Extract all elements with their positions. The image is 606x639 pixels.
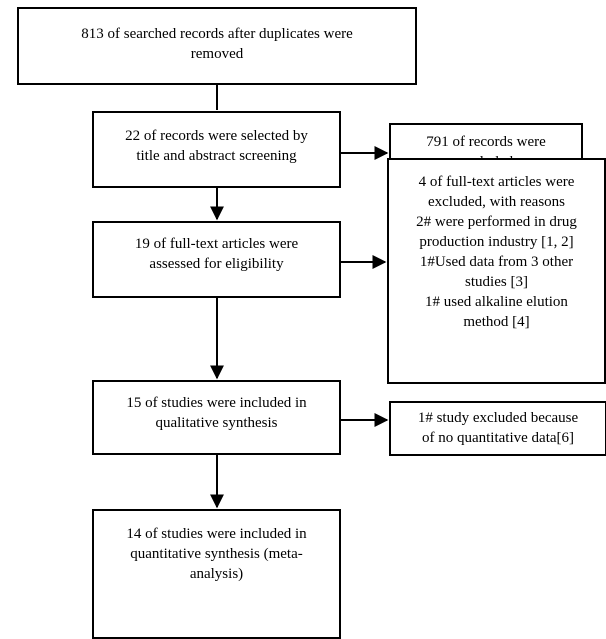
box-text-line: 1# study excluded because [417, 410, 579, 426]
box-text-line: 22 of records were selected by [125, 128, 308, 144]
box-text-line: 14 of studies were included in [126, 526, 307, 542]
box-text-line: 4 of full-text articles were [418, 174, 575, 190]
box-text-line: assessed for eligibility [149, 256, 284, 272]
box-text-line: 1#Used data from 3 other [419, 254, 574, 270]
box-text-line: 1# used alkaline elution [425, 294, 568, 310]
box-text-line: excluded, with reasons [427, 194, 566, 210]
box-text-line: method [4] [463, 314, 530, 330]
connector-arrows [210, 85, 389, 509]
box-text-line: 2# were performed in drug [416, 214, 577, 230]
box-text-line: title and abstract screening [136, 148, 297, 164]
quantitative-synthesis-box: 14 of studies were included in quantitat… [92, 509, 341, 639]
box-text-line: studies [3] [465, 274, 528, 290]
box-text-line: qualitative synthesis [155, 415, 278, 431]
box-text-line: 19 of full-text articles were [134, 236, 299, 252]
records-identified-box: 813 of searched records after duplicates… [17, 7, 417, 85]
box-text-line: 791 of records were [426, 134, 546, 150]
box-text-line: removed [190, 46, 244, 62]
box-text-line: production industry [1, 2] [419, 234, 574, 250]
box-text-line: 15 of studies were included in [126, 395, 307, 411]
records-screened-box: 22 of records were selected by title and… [92, 111, 341, 188]
eligibility-assessed-box: 19 of full-text articles were assessed f… [92, 221, 341, 298]
full-text-excluded-box: 4 of full-text articles were excluded, w… [387, 158, 606, 384]
box-text-line: 813 of searched records after duplicates… [81, 26, 353, 42]
box-text-line: of no quantitative data[6] [421, 430, 575, 446]
box-text-line: quantitative synthesis (meta- [130, 546, 303, 562]
box-text-line: analysis) [189, 566, 244, 582]
no-quantitative-data-box: 1# study excluded because of no quantita… [389, 401, 606, 456]
qualitative-synthesis-box: 15 of studies were included in qualitati… [92, 380, 341, 455]
